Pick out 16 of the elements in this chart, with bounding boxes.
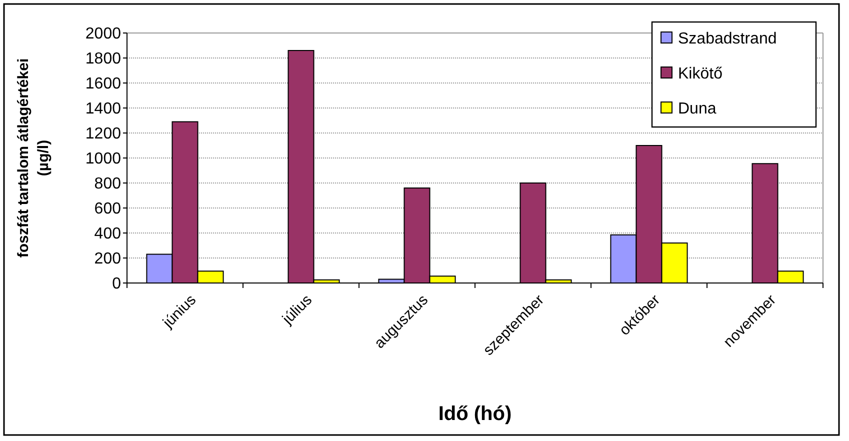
legend-label: Kikötő <box>678 66 723 83</box>
legend-label: Szabadstrand <box>678 30 777 48</box>
y-tick-label: 1600 <box>85 76 122 93</box>
y-tick-label: 800 <box>94 176 122 193</box>
y-tick-label: 1200 <box>85 126 122 143</box>
y-axis-title: foszfát tartalom átlagértékei (µg/l) <box>15 58 52 258</box>
y-tick-label: 2000 <box>85 26 122 43</box>
x-axis-title: Idő (hó) <box>438 403 512 425</box>
legend-label: Duna <box>678 100 716 118</box>
y-tick-label: 0 <box>112 276 122 293</box>
y-tick-label: 1000 <box>85 150 122 168</box>
y-tick-label: 600 <box>94 200 122 218</box>
y-tick-label: 1800 <box>85 50 122 68</box>
y-tick-label: 400 <box>94 226 122 243</box>
y-tick-label: 200 <box>94 250 122 268</box>
y-tick-label: 1400 <box>85 100 122 118</box>
